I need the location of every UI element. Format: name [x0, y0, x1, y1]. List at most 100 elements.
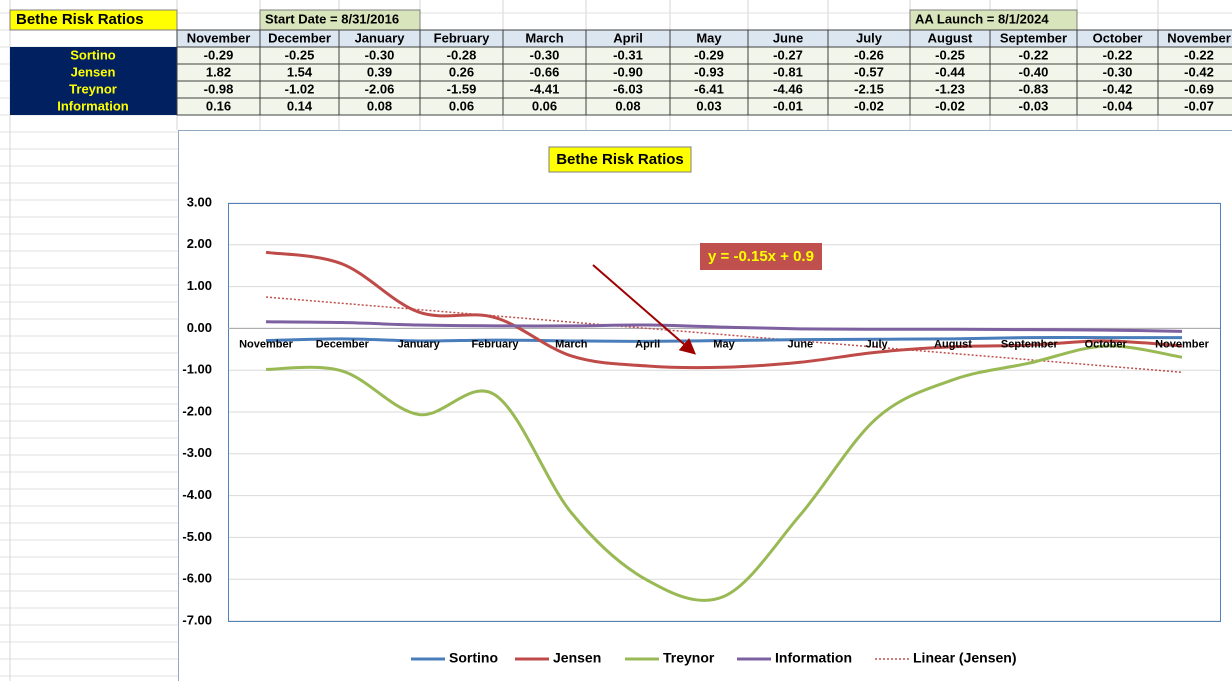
cell-value: -1.59: [447, 81, 477, 96]
column-header: February: [434, 30, 490, 45]
cell-value: -0.28: [447, 47, 477, 62]
x-tick-label: September: [1001, 338, 1059, 350]
trendline: [265, 296, 1183, 374]
cell-value: -0.29: [204, 47, 234, 62]
x-tick-label: November: [1155, 338, 1210, 350]
equation-box: [700, 243, 822, 270]
series-line: [265, 336, 1182, 343]
cell-value: -0.27: [773, 47, 803, 62]
cell-value: -0.30: [530, 47, 560, 62]
x-tick-label: February: [471, 338, 519, 350]
trend-equation: y = -0.15x + 0.9: [708, 248, 814, 265]
cell-value: -0.01: [773, 98, 803, 113]
row-label: Treynor: [69, 81, 117, 96]
cell-value: -0.25: [935, 47, 965, 62]
data-cell: [1157, 97, 1232, 116]
cell-value: 0.06: [532, 98, 557, 113]
x-tick-label: November: [239, 338, 294, 350]
cell-value: -0.90: [613, 64, 643, 79]
y-tick-label: -4.00: [182, 487, 212, 502]
cell-value: -0.31: [613, 47, 643, 62]
cell-value: -0.40: [1019, 64, 1049, 79]
cell-value: 0.26: [449, 64, 474, 79]
series-line: [265, 250, 1183, 370]
cell-value: -0.22: [1103, 47, 1133, 62]
cell-value: 1.82: [206, 64, 231, 79]
cell-value: 0.14: [287, 98, 313, 113]
column-header: November: [187, 30, 251, 45]
cell-value: -6.03: [613, 81, 643, 96]
column-header: January: [355, 30, 406, 45]
title-cell: [9, 9, 178, 31]
chart-frame: [178, 130, 1232, 681]
x-tick-label: July: [866, 338, 889, 350]
cell-value: -0.69: [1184, 81, 1214, 96]
x-tick-label: May: [713, 338, 735, 350]
cell-value: -0.04: [1103, 98, 1133, 113]
cell-value: -0.44: [935, 64, 965, 79]
x-tick-label: January: [398, 338, 441, 350]
cell-value: -0.02: [935, 98, 965, 113]
cell-value: -0.57: [854, 64, 884, 79]
cell-value: 0.08: [367, 98, 392, 113]
y-tick-label: 0.00: [187, 320, 212, 335]
cell-value: -0.22: [1019, 47, 1049, 62]
cell-value: 0.08: [615, 98, 640, 113]
cell-value: -0.83: [1019, 81, 1049, 96]
cell-value: -0.26: [854, 47, 884, 62]
series-line: [265, 344, 1183, 602]
x-tick-label: December: [316, 338, 370, 350]
cell-value: -0.07: [1184, 98, 1214, 113]
legend-label: Sortino: [449, 650, 498, 666]
y-tick-label: -7.00: [182, 612, 212, 627]
cell-value: -0.03: [1019, 98, 1049, 113]
cell-value: 1.54: [287, 64, 313, 79]
cell-value: -4.46: [773, 81, 803, 96]
y-tick-label: 2.00: [187, 236, 212, 251]
y-tick-label: -1.00: [182, 362, 212, 377]
cell-value: -6.41: [694, 81, 724, 96]
cell-value: -0.30: [1103, 64, 1133, 79]
legend-label: Treynor: [663, 650, 715, 666]
cell-value: -0.02: [854, 98, 884, 113]
cell-value: -0.98: [204, 81, 234, 96]
sheet-title: Bethe Risk Ratios: [16, 11, 144, 28]
cell-value: -0.42: [1184, 64, 1214, 79]
column-header: July: [856, 30, 883, 45]
row-label: Information: [57, 98, 129, 113]
x-tick-label: October: [1085, 338, 1128, 350]
column-header: June: [773, 30, 803, 45]
row-label-column: [10, 47, 177, 115]
cell-value: -0.93: [694, 64, 724, 79]
column-header: September: [1000, 30, 1067, 45]
column-header: March: [525, 30, 563, 45]
column-header: May: [696, 30, 722, 45]
legend-label: Jensen: [553, 650, 601, 666]
cell-value: 0.06: [449, 98, 474, 113]
cell-value: -1.23: [935, 81, 965, 96]
chart-title: Bethe Risk Ratios: [556, 151, 684, 168]
y-tick-label: -3.00: [182, 445, 212, 460]
cell-value: 0.03: [696, 98, 721, 113]
cell-value: 0.39: [367, 64, 392, 79]
x-tick-label: April: [635, 338, 660, 350]
cell-value: -0.66: [530, 64, 560, 79]
y-tick-label: 1.00: [187, 278, 212, 293]
cell-value: -0.22: [1184, 47, 1214, 62]
cell-value: -0.30: [365, 47, 395, 62]
cell-value: -0.42: [1103, 81, 1133, 96]
y-tick-label: -6.00: [182, 571, 212, 586]
row-label: Sortino: [70, 47, 116, 62]
cell-value: -0.25: [285, 47, 315, 62]
launch-note: AA Launch = 8/1/2024: [915, 11, 1049, 26]
x-tick-label: June: [787, 338, 813, 350]
column-header: October: [1093, 30, 1143, 45]
cell-value: -2.15: [854, 81, 884, 96]
cell-value: -2.06: [365, 81, 395, 96]
cell-value: 0.16: [206, 98, 231, 113]
cell-value: -4.41: [530, 81, 560, 96]
series-line: [265, 320, 1183, 333]
cell-value: -0.81: [773, 64, 803, 79]
column-header: December: [268, 30, 331, 45]
x-tick-label: August: [934, 338, 972, 350]
